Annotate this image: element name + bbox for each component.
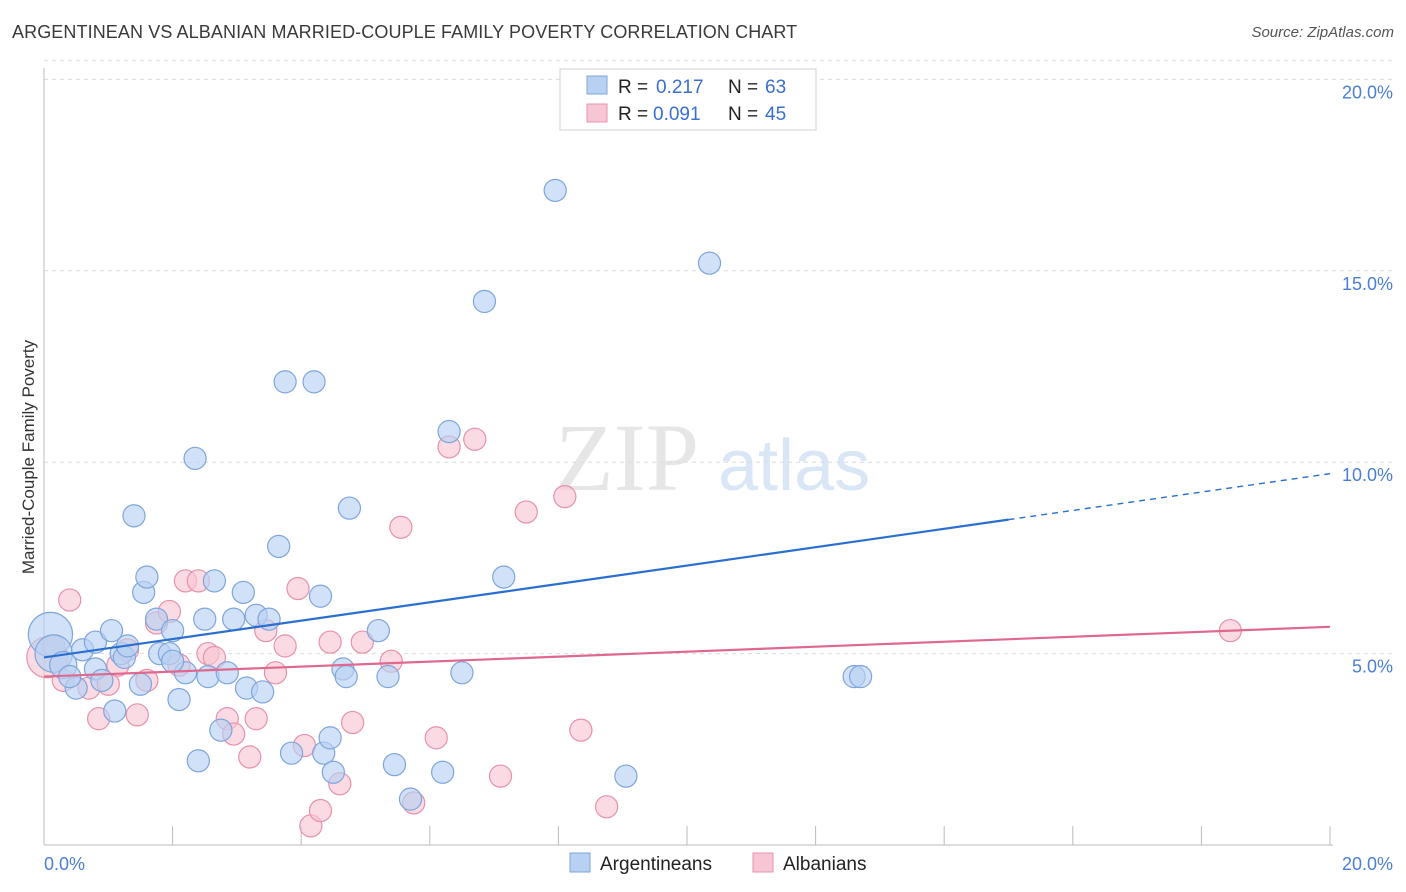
- bottom-legend-swatch-albanians: [752, 852, 774, 873]
- legend-n-label-2: N =: [728, 104, 758, 125]
- albanians-point: [424, 726, 448, 750]
- legend-n-label-1: N =: [728, 77, 758, 98]
- series-legend: Argentineans Albanians: [569, 852, 866, 875]
- argentineans-point: [279, 741, 304, 765]
- albanians-trend-line: [43, 625, 1331, 678]
- argentineans-point: [231, 580, 255, 605]
- argentineans-points: [27, 178, 873, 811]
- argentineans-point: [202, 569, 227, 593]
- albanians-point: [273, 634, 297, 658]
- legend-r-value-2: 0.091: [653, 104, 701, 125]
- x-axis-ticks: [43, 826, 1331, 845]
- argentineans-point: [193, 607, 217, 631]
- argentineans-point: [135, 565, 159, 589]
- argentineans-point: [90, 668, 114, 693]
- argentineans-trend-line: [43, 518, 1009, 659]
- source-credit: Source: ZipAtlas.com: [1251, 24, 1394, 41]
- argentineans-point: [160, 649, 185, 673]
- argentineans-point: [186, 749, 210, 773]
- argentineans-point: [103, 699, 127, 723]
- albanians-point: [553, 485, 577, 509]
- bottom-legend-label-argentineans: Argentineans: [600, 854, 712, 875]
- argentineans-point: [366, 618, 391, 643]
- argentineans-point: [431, 760, 455, 784]
- y-axis-label: Married-Couple Family Poverty: [19, 339, 38, 574]
- argentineans-point: [450, 661, 474, 685]
- argentineans-point: [99, 618, 124, 643]
- albanians-point: [350, 630, 374, 654]
- argentineans-point: [334, 664, 358, 689]
- argentineans-point: [183, 446, 207, 471]
- y-tick-label: 10.0%: [1342, 465, 1393, 485]
- legend-n-value-2: 45: [765, 104, 786, 125]
- bottom-legend-swatch-argentineans: [569, 852, 591, 873]
- albanians-point: [488, 764, 513, 788]
- bottom-legend-label-albanians: Albanians: [783, 854, 866, 875]
- argentineans-point: [273, 370, 297, 394]
- albanians-point: [594, 795, 619, 819]
- argentineans-point: [128, 672, 153, 696]
- argentineans-point: [492, 565, 516, 589]
- legend-r-label-1: R =: [618, 77, 648, 98]
- gridlines: [44, 59, 1393, 655]
- argentineans-point: [398, 787, 423, 811]
- watermark-atlas: atlas: [718, 426, 870, 506]
- argentineans-point: [267, 534, 291, 559]
- legend-swatch-albanians: [586, 103, 608, 123]
- albanians-point: [244, 707, 268, 731]
- legend-swatch-argentineans: [586, 75, 608, 95]
- watermark-zip: ZIP: [555, 404, 699, 511]
- albanians-point: [318, 630, 342, 654]
- argentineans-point: [472, 289, 497, 314]
- argentineans-point: [302, 370, 326, 394]
- argentineans-point: [222, 607, 246, 631]
- argentineans-point: [209, 718, 233, 742]
- x-tick-label-min: 0.0%: [44, 854, 85, 874]
- watermark: ZIP atlas: [555, 404, 870, 511]
- albanians-point: [286, 576, 310, 601]
- albanians-point: [58, 588, 82, 612]
- argentineans-point: [614, 764, 638, 788]
- argentineans-point: [215, 661, 239, 685]
- argentineans-point: [543, 178, 567, 203]
- argentineans-point: [382, 752, 407, 777]
- argentineans-point: [321, 760, 346, 784]
- argentineans-point: [250, 680, 275, 704]
- albanians-point: [238, 745, 262, 769]
- albanians-point: [340, 710, 365, 735]
- albanians-point: [389, 515, 413, 539]
- argentineans-point: [376, 664, 400, 689]
- argentineans-trend-extension: [1008, 472, 1331, 521]
- argentineans-point: [167, 687, 191, 712]
- argentineans-point: [437, 419, 461, 444]
- legend-n-value-1: 63: [765, 77, 786, 98]
- argentineans-point: [308, 584, 333, 608]
- argentineans-point: [318, 726, 342, 750]
- chart-title: ARGENTINEAN VS ALBANIAN MARRIED-COUPLE F…: [12, 22, 798, 42]
- legend-r-value-1: 0.217: [656, 77, 704, 98]
- argentineans-point: [337, 496, 362, 520]
- albanians-point: [463, 427, 487, 451]
- argentineans-point: [144, 607, 169, 631]
- argentineans-point: [122, 504, 146, 528]
- albanians-point: [263, 661, 288, 685]
- argentineans-point: [697, 251, 722, 275]
- albanians-point: [569, 718, 593, 742]
- argentineans-point: [83, 630, 108, 654]
- y-tick-label: 15.0%: [1342, 274, 1393, 294]
- trend-lines: [43, 472, 1331, 678]
- y-tick-labels: 5.0% 10.0% 15.0% 20.0%: [1342, 82, 1393, 676]
- argentineans-point: [848, 664, 873, 689]
- legend-r-label-2: R =: [618, 104, 648, 125]
- x-tick-label-max: 20.0%: [1342, 854, 1393, 874]
- albanians-point: [308, 798, 333, 823]
- y-tick-label: 20.0%: [1342, 82, 1393, 102]
- albanians-point: [514, 500, 538, 524]
- y-tick-label: 5.0%: [1352, 657, 1393, 677]
- correlation-legend: R = 0.217 N = 63 R = 0.091 N = 45: [559, 68, 817, 131]
- argentineans-point: [160, 618, 185, 643]
- albanians-point: [125, 703, 149, 727]
